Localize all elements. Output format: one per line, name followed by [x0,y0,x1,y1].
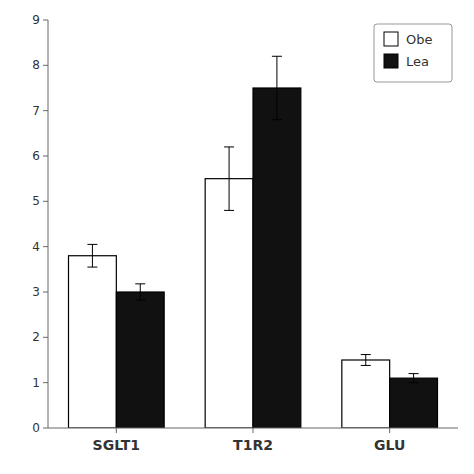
error-bar [87,244,97,267]
legend-frame [374,24,452,82]
error-cap [409,373,419,374]
y-tick [43,156,48,157]
y-tick-label: 7 [32,104,40,118]
error-cap [272,56,282,57]
error-cap [272,119,282,120]
x-tick-label: SGLT1 [93,437,140,453]
y-tick [43,20,48,21]
error-bar [224,147,234,210]
error-line [365,355,366,366]
bar [253,88,301,428]
bar [69,256,117,428]
bar-series [116,56,437,428]
y-tick-label: 6 [32,149,40,163]
legend-label: Lea [406,54,429,69]
bar [116,292,164,428]
x-tick-label: GLU [374,437,405,453]
y-axis-line [48,20,49,428]
y-tick [43,428,48,429]
legend-label: Obe [406,32,432,47]
error-cap [361,354,371,355]
y-tick-label: 2 [32,330,40,344]
chart-container: 0 1 2 3 4 5 6 7 8 9 SGLT1 T1R2 GLU Obe Lea [0,0,474,474]
legend: Obe Lea [374,24,452,82]
error-line [413,374,414,383]
y-tick-label: 4 [32,240,40,254]
error-cap [87,244,97,245]
y-tick [43,246,48,247]
error-cap [224,210,234,211]
bar [342,360,390,428]
plot-area [69,56,438,428]
bar [390,378,438,428]
y-axis: 0 1 2 3 4 5 6 7 8 9 [32,13,48,435]
y-tick-label: 5 [32,194,40,208]
y-tick [43,201,48,202]
error-bar [135,284,145,300]
bar-series [69,147,390,428]
y-tick-label: 8 [32,58,40,72]
y-tick-label: 3 [32,285,40,299]
x-tick [389,428,390,433]
y-tick [43,292,48,293]
y-tick [43,382,48,383]
y-tick [43,65,48,66]
error-cap [135,283,145,284]
y-tick [43,110,48,111]
error-bar [409,374,419,383]
x-axis: SGLT1 T1R2 GLU [48,428,458,453]
error-cap [87,267,97,268]
y-tick-label: 0 [32,421,40,435]
error-bar [272,56,282,119]
error-line [229,147,230,210]
legend-swatch [384,32,398,46]
y-tick-label: 1 [32,376,40,390]
error-bar [361,355,371,366]
error-cap [135,300,145,301]
error-line [276,56,277,119]
legend-swatch [384,54,398,68]
x-tick [253,428,254,433]
error-cap [224,146,234,147]
chart-svg: 0 1 2 3 4 5 6 7 8 9 SGLT1 T1R2 GLU Obe Lea [0,0,474,474]
y-tick [43,337,48,338]
page: {"chart_data": {"type": "bar", "categori… [0,0,474,474]
x-tick-label: T1R2 [233,437,273,453]
error-cap [361,365,371,366]
y-tick-label: 9 [32,13,40,27]
error-cap [409,382,419,383]
error-line [140,284,141,300]
x-tick [116,428,117,433]
bar [205,179,253,428]
error-line [92,244,93,267]
